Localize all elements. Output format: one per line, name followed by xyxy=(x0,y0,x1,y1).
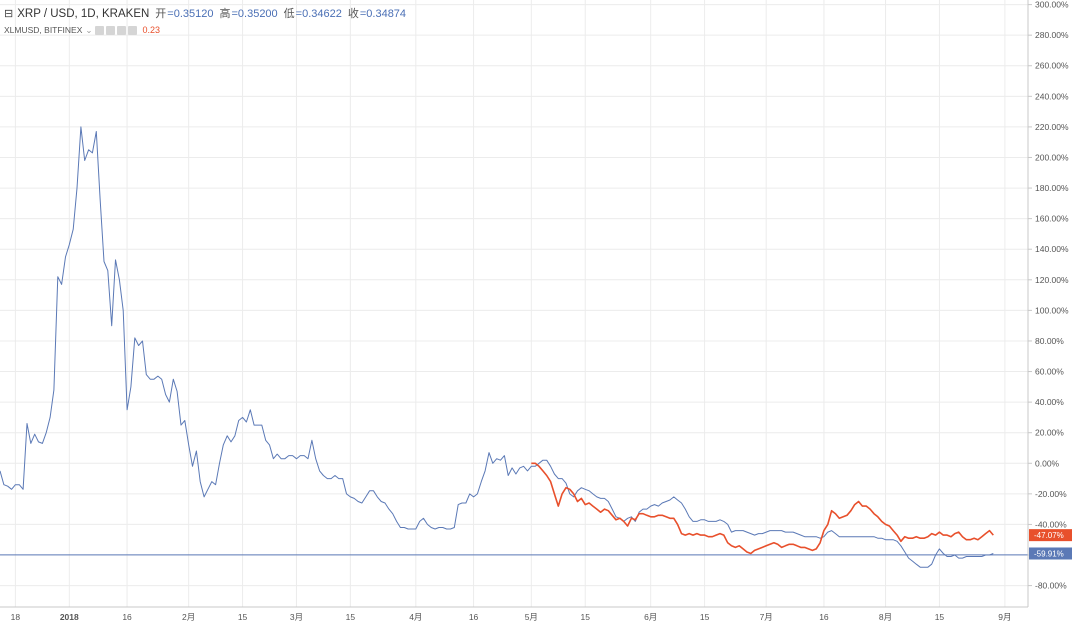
collapse-legend-icon[interactable]: ⊟ xyxy=(4,8,14,20)
value-tag-text: -59.91% xyxy=(1034,549,1064,558)
remove-icon[interactable] xyxy=(116,25,126,35)
open-value: =0.35120 xyxy=(167,8,214,20)
y-tick-label: 80.00% xyxy=(1035,336,1064,346)
x-tick-label: 16 xyxy=(122,612,132,622)
xlm-last-value-tag: -47.07% xyxy=(1029,529,1072,542)
compare-series-legend[interactable]: XLMUSD, BITFINEX ⌄ 0.23 xyxy=(4,22,406,38)
y-tick-label: 60.00% xyxy=(1035,367,1064,377)
y-tick-label: 300.00% xyxy=(1035,0,1069,10)
x-tick-label: 9月 xyxy=(998,612,1011,622)
y-tick-label: 200.00% xyxy=(1035,152,1069,162)
xrp-last-value-tag: -59.91% xyxy=(1029,547,1072,560)
visibility-toggle-icon[interactable] xyxy=(94,25,104,35)
x-tick-label: 2月 xyxy=(182,612,195,622)
value-tag-text: -47.07% xyxy=(1034,531,1064,540)
grid xyxy=(0,0,1028,607)
dropdown-icon[interactable]: ⌄ xyxy=(85,25,93,35)
x-tick-label: 8月 xyxy=(879,612,892,622)
y-tick-label: -20.00% xyxy=(1035,489,1067,499)
y-tick-label: 40.00% xyxy=(1035,397,1064,407)
x-tick-label: 7月 xyxy=(760,612,773,622)
x-tick-label: 15 xyxy=(935,612,945,622)
close-value: =0.34874 xyxy=(359,8,407,20)
y-tick-label: 20.00% xyxy=(1035,428,1064,438)
compare-symbol[interactable]: XLMUSD, BITFINEX xyxy=(4,25,83,35)
chart-legend: ⊟ XRP / USD, 1D, KRAKEN 开 =0.35120 高 =0.35… xyxy=(4,6,406,38)
x-tick-label: 15 xyxy=(700,612,710,622)
low-value: =0.34622 xyxy=(295,8,342,20)
open-label: 开 xyxy=(155,8,167,20)
high-value: =0.35200 xyxy=(231,8,278,20)
y-tick-label: -80.00% xyxy=(1035,581,1067,591)
y-tick-label: 140.00% xyxy=(1035,244,1069,254)
y-tick-label: 160.00% xyxy=(1035,214,1069,224)
x-tick-label: 2018 xyxy=(60,612,79,622)
close-label: 收 xyxy=(347,8,359,20)
y-tick-label: 180.00% xyxy=(1035,183,1069,193)
y-tick-label: 220.00% xyxy=(1035,122,1069,132)
x-tick-label: 4月 xyxy=(409,612,422,622)
y-tick-label: 240.00% xyxy=(1035,91,1069,101)
y-tick-label: 0.00% xyxy=(1035,458,1060,468)
value-tag-background xyxy=(1029,529,1072,542)
x-tick-label: 15 xyxy=(346,612,356,622)
y-tick-label: -40.00% xyxy=(1035,519,1067,529)
x-tick-label: 15 xyxy=(238,612,248,622)
settings-icon[interactable] xyxy=(105,25,115,35)
y-tick-label: 120.00% xyxy=(1035,275,1069,285)
main-symbol[interactable]: XRP / USD, 1D, KRAKEN xyxy=(17,8,150,20)
x-tick-label: 5月 xyxy=(525,612,538,622)
x-tick-label: 15 xyxy=(580,612,590,622)
y-tick-label: 100.00% xyxy=(1035,305,1069,315)
x-tick-label: 16 xyxy=(469,612,479,622)
y-tick-label: 260.00% xyxy=(1035,61,1069,71)
value-tag-background xyxy=(1029,547,1072,560)
x-tick-label: 18 xyxy=(11,612,21,622)
series-layer xyxy=(0,126,994,568)
main-series-legend[interactable]: ⊟ XRP / USD, 1D, KRAKEN 开 =0.35120 高 =0.35… xyxy=(4,6,406,22)
x-tick-label: 3月 xyxy=(290,612,303,622)
low-label: 低 xyxy=(283,8,295,20)
y-tick-label: 280.00% xyxy=(1035,30,1069,40)
more-icon[interactable] xyxy=(127,25,137,35)
xrp-series-line[interactable] xyxy=(0,126,994,568)
x-tick-label: 16 xyxy=(819,612,829,622)
compare-value: 0.23 xyxy=(142,25,161,35)
high-label: 高 xyxy=(219,8,231,20)
x-tick-label: 6月 xyxy=(644,612,657,622)
xlm-series-line[interactable] xyxy=(531,462,994,555)
